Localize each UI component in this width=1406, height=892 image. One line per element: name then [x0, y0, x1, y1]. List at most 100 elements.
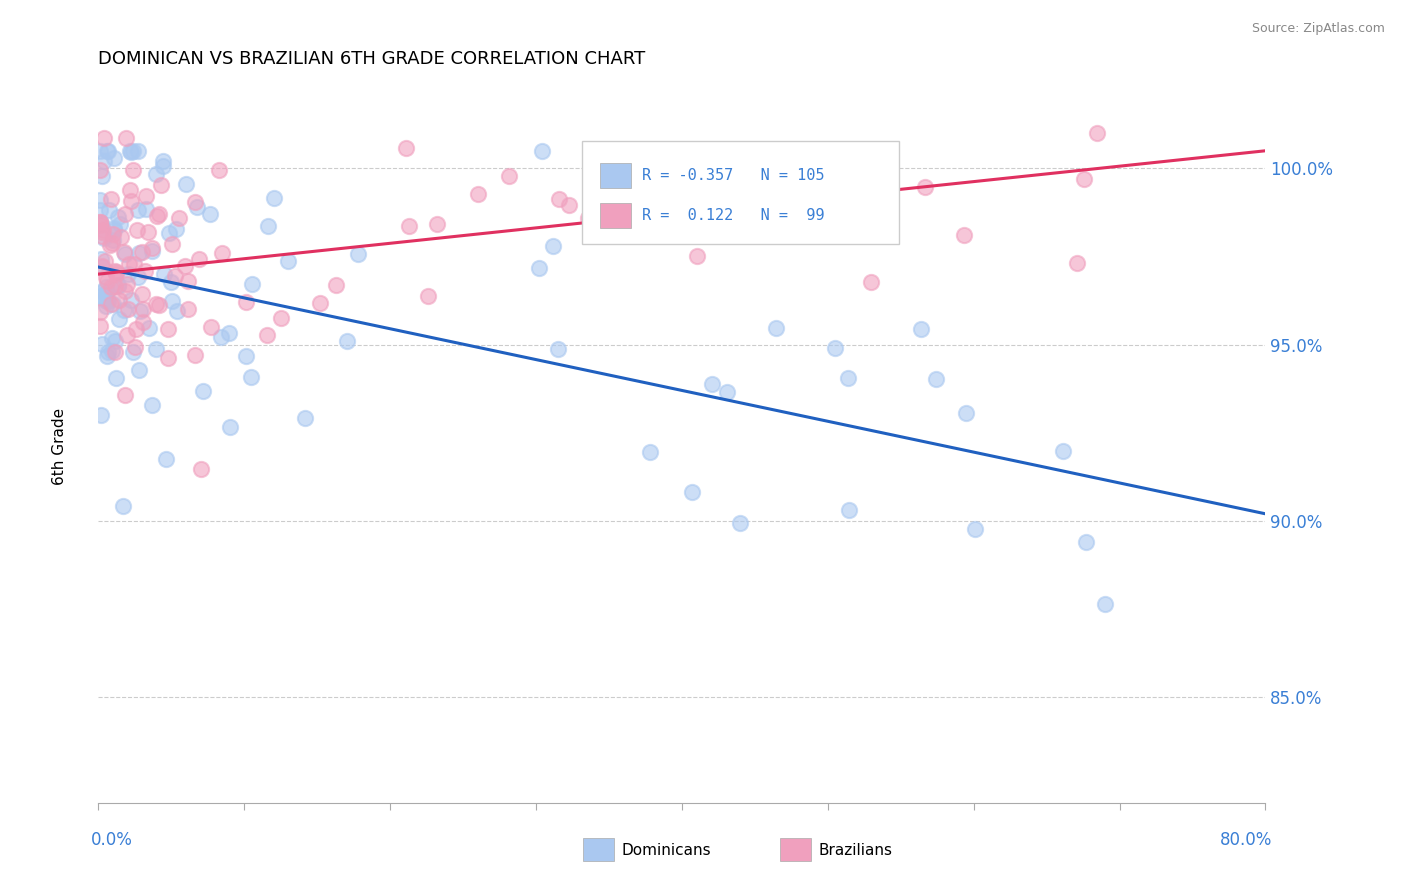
Point	[97, 294, 120, 309]
Point	[135, 188, 157, 202]
Point	[104, 344, 127, 359]
Point	[94, 293, 117, 307]
Point	[159, 275, 181, 289]
Point	[1074, 535, 1097, 549]
Point	[105, 264, 128, 278]
Point	[89, 318, 111, 333]
Point	[155, 452, 177, 467]
Point	[118, 257, 141, 271]
Point	[125, 223, 148, 237]
Point	[148, 298, 170, 312]
Point	[90, 229, 112, 244]
Point	[548, 192, 571, 206]
Point	[115, 328, 138, 343]
Point	[96, 144, 118, 158]
Point	[128, 303, 150, 318]
Point	[90, 337, 112, 351]
Point	[122, 257, 145, 271]
Point	[91, 260, 114, 274]
Point	[163, 268, 186, 283]
Point	[186, 200, 208, 214]
Point	[953, 227, 976, 242]
Point	[308, 296, 330, 310]
Point	[114, 388, 136, 402]
Point	[686, 249, 709, 263]
Point	[104, 334, 127, 348]
Point	[94, 299, 117, 313]
Point	[838, 219, 860, 234]
Point	[97, 144, 120, 158]
Point	[120, 293, 142, 307]
Point	[879, 194, 901, 208]
Point	[103, 223, 125, 237]
Text: Dominicans: Dominicans	[621, 843, 711, 857]
Point	[263, 191, 285, 205]
Point	[100, 297, 122, 311]
Point	[145, 342, 167, 356]
Point	[277, 253, 299, 268]
Point	[1073, 172, 1095, 186]
Point	[650, 168, 672, 182]
Point	[141, 398, 163, 412]
Point	[120, 145, 142, 159]
Point	[531, 144, 554, 158]
Point	[89, 218, 111, 232]
Point	[93, 231, 115, 245]
Text: R =  0.122   N =  99: R = 0.122 N = 99	[643, 208, 824, 223]
Point	[112, 500, 135, 514]
Point	[467, 187, 489, 202]
Point	[118, 144, 141, 158]
Point	[90, 252, 112, 266]
Point	[89, 163, 111, 178]
Point	[498, 169, 520, 184]
Point	[193, 384, 215, 398]
Point	[336, 334, 359, 348]
Point	[94, 253, 117, 268]
Point	[114, 246, 136, 260]
Point	[166, 303, 188, 318]
Point	[200, 320, 222, 334]
Point	[115, 131, 138, 145]
Point	[93, 153, 115, 168]
Point	[156, 322, 179, 336]
Point	[107, 279, 129, 293]
Point	[1094, 597, 1116, 611]
Point	[965, 522, 987, 536]
Point	[90, 217, 112, 231]
Point	[681, 485, 703, 500]
Point	[91, 284, 114, 298]
Point	[176, 177, 198, 191]
Point	[94, 280, 117, 294]
Point	[114, 284, 136, 298]
Point	[131, 244, 153, 259]
Point	[152, 159, 174, 173]
Point	[103, 221, 125, 235]
Point	[820, 210, 842, 224]
Point	[138, 321, 160, 335]
Point	[859, 275, 882, 289]
Point	[103, 233, 125, 247]
Point	[837, 371, 859, 385]
Point	[145, 167, 167, 181]
Point	[141, 244, 163, 258]
Point	[90, 169, 112, 183]
Point	[89, 193, 111, 207]
Point	[256, 327, 278, 342]
Point	[955, 406, 977, 420]
Point	[118, 183, 141, 197]
Point	[728, 516, 751, 531]
Point	[101, 297, 124, 311]
Point	[187, 252, 209, 266]
Point	[114, 207, 136, 221]
Text: 0.0%: 0.0%	[91, 831, 134, 849]
Point	[107, 278, 129, 293]
Point	[135, 202, 157, 216]
Point	[103, 227, 125, 241]
Point	[157, 226, 180, 240]
Point	[128, 363, 150, 377]
Point	[101, 343, 124, 358]
Text: 80.0%: 80.0%	[1220, 831, 1272, 849]
Point	[121, 345, 143, 359]
Point	[838, 503, 860, 517]
Point	[100, 192, 122, 206]
